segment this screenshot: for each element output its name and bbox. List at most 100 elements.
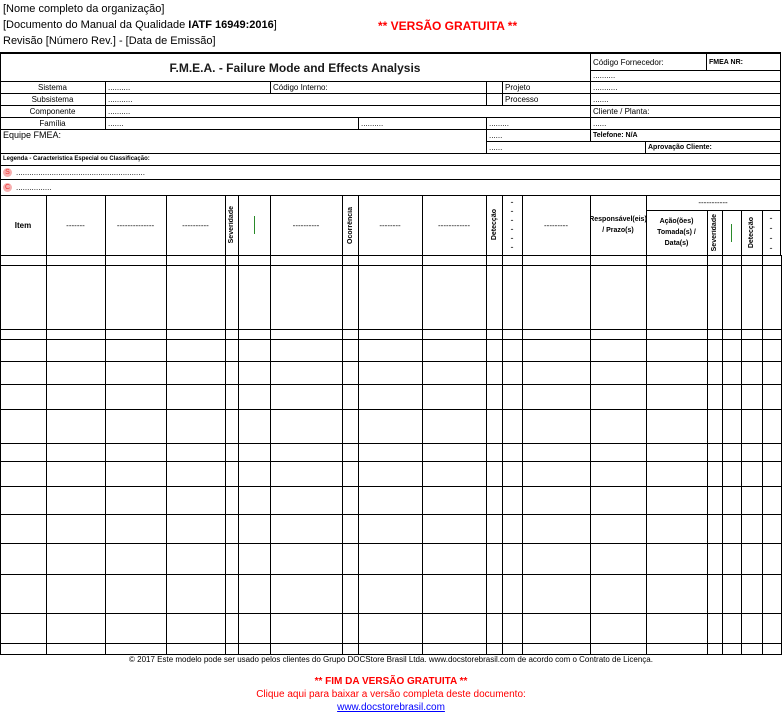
- table-cell[interactable]: [707, 643, 723, 655]
- table-cell[interactable]: [342, 643, 359, 655]
- table-cell[interactable]: [502, 329, 523, 340]
- table-cell[interactable]: [105, 543, 167, 575]
- table-cell[interactable]: [486, 384, 503, 410]
- table-cell[interactable]: [762, 443, 782, 462]
- table-cell[interactable]: [238, 329, 271, 340]
- client-value[interactable]: ......: [590, 117, 781, 130]
- table-cell[interactable]: [522, 255, 591, 266]
- table-cell[interactable]: [502, 486, 523, 515]
- table-cell[interactable]: [646, 265, 708, 330]
- table-cell[interactable]: [46, 514, 106, 544]
- table-cell[interactable]: [358, 514, 423, 544]
- table-cell[interactable]: [590, 613, 647, 644]
- table-cell[interactable]: [722, 543, 742, 575]
- table-cell[interactable]: [358, 409, 423, 444]
- table-cell[interactable]: [502, 361, 523, 385]
- table-cell[interactable]: [46, 574, 106, 614]
- table-cell[interactable]: [590, 409, 647, 444]
- table-cell[interactable]: [225, 265, 239, 330]
- table-cell[interactable]: [342, 514, 359, 544]
- table-cell[interactable]: [502, 255, 523, 266]
- table-cell[interactable]: [522, 361, 591, 385]
- subsystem-value[interactable]: ...........: [105, 93, 487, 106]
- table-cell[interactable]: [225, 329, 239, 340]
- table-cell[interactable]: [422, 265, 487, 330]
- table-cell[interactable]: [166, 643, 226, 655]
- table-cell[interactable]: [707, 409, 723, 444]
- table-cell[interactable]: [422, 255, 487, 266]
- table-cell[interactable]: [522, 574, 591, 614]
- table-cell[interactable]: [590, 543, 647, 575]
- table-cell[interactable]: [502, 339, 523, 362]
- table-cell[interactable]: [46, 329, 106, 340]
- table-cell[interactable]: [105, 329, 167, 340]
- table-cell[interactable]: [762, 574, 782, 614]
- table-cell[interactable]: [646, 339, 708, 362]
- table-cell[interactable]: [358, 486, 423, 515]
- table-cell[interactable]: [342, 329, 359, 340]
- table-cell[interactable]: [0, 384, 47, 410]
- table-cell[interactable]: [105, 443, 167, 462]
- table-cell[interactable]: [238, 486, 271, 515]
- internal-code-label[interactable]: Código Interno:: [270, 81, 487, 94]
- table-cell[interactable]: [0, 574, 47, 614]
- table-cell[interactable]: [46, 409, 106, 444]
- table-cell[interactable]: [422, 329, 487, 340]
- table-cell[interactable]: [270, 643, 343, 655]
- table-cell[interactable]: [105, 514, 167, 544]
- table-cell[interactable]: [590, 339, 647, 362]
- table-cell[interactable]: [646, 255, 708, 266]
- table-cell[interactable]: [270, 265, 343, 330]
- table-cell[interactable]: [646, 514, 708, 544]
- component-value[interactable]: ..........: [105, 105, 591, 118]
- table-cell[interactable]: [707, 329, 723, 340]
- table-cell[interactable]: [358, 339, 423, 362]
- table-cell[interactable]: [0, 543, 47, 575]
- table-cell[interactable]: [522, 265, 591, 330]
- table-cell[interactable]: [590, 361, 647, 385]
- table-cell[interactable]: [502, 461, 523, 487]
- table-cell[interactable]: [342, 265, 359, 330]
- table-cell[interactable]: [105, 461, 167, 487]
- table-cell[interactable]: [762, 384, 782, 410]
- table-cell[interactable]: [590, 486, 647, 515]
- table-cell[interactable]: [225, 409, 239, 444]
- table-cell[interactable]: [722, 384, 742, 410]
- table-cell[interactable]: [422, 574, 487, 614]
- table-cell[interactable]: [342, 384, 359, 410]
- table-cell[interactable]: [0, 443, 47, 462]
- legend-s-text[interactable]: ........................................…: [16, 167, 145, 177]
- table-cell[interactable]: [166, 361, 226, 385]
- table-cell[interactable]: [422, 543, 487, 575]
- table-cell[interactable]: [238, 443, 271, 462]
- table-cell[interactable]: [238, 384, 271, 410]
- table-cell[interactable]: [741, 409, 763, 444]
- docstore-link[interactable]: www.docstorebrasil.com: [337, 702, 445, 713]
- table-cell[interactable]: [238, 643, 271, 655]
- table-cell[interactable]: [722, 461, 742, 487]
- table-cell[interactable]: [270, 461, 343, 487]
- table-cell[interactable]: [646, 574, 708, 614]
- table-cell[interactable]: [502, 409, 523, 444]
- table-cell[interactable]: [646, 461, 708, 487]
- table-cell[interactable]: [590, 643, 647, 655]
- table-cell[interactable]: [46, 339, 106, 362]
- table-cell[interactable]: [270, 361, 343, 385]
- table-cell[interactable]: [358, 643, 423, 655]
- table-cell[interactable]: [722, 514, 742, 544]
- table-cell[interactable]: [46, 443, 106, 462]
- table-cell[interactable]: [358, 384, 423, 410]
- family-extra[interactable]: ..........: [358, 117, 487, 130]
- table-cell[interactable]: [422, 643, 487, 655]
- table-cell[interactable]: [342, 574, 359, 614]
- table-cell[interactable]: [762, 486, 782, 515]
- table-cell[interactable]: [225, 486, 239, 515]
- table-cell[interactable]: [270, 329, 343, 340]
- table-cell[interactable]: [741, 461, 763, 487]
- table-cell[interactable]: [486, 461, 503, 487]
- table-cell[interactable]: [590, 384, 647, 410]
- table-cell[interactable]: [502, 384, 523, 410]
- table-cell[interactable]: [646, 443, 708, 462]
- table-cell[interactable]: [105, 613, 167, 644]
- table-cell[interactable]: [722, 643, 742, 655]
